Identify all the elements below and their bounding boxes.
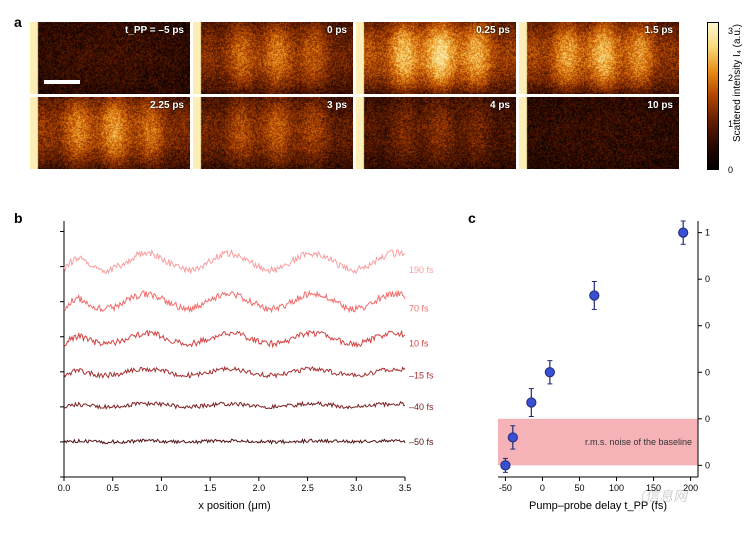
svg-text:50: 50 bbox=[574, 483, 584, 493]
svg-text:0.0: 0.0 bbox=[705, 460, 710, 470]
tile-label: 2.25 ps bbox=[150, 100, 184, 111]
panel-a-tile: 3 ps bbox=[193, 97, 353, 169]
panel-a-tile: 4 ps bbox=[356, 97, 516, 169]
panel-b: 0.00.51.01.52.02.53.03.512345678x positi… bbox=[58, 215, 453, 515]
panel-label-a: a bbox=[14, 14, 22, 30]
svg-text:70 fs: 70 fs bbox=[409, 304, 429, 314]
svg-text:2.0: 2.0 bbox=[253, 483, 266, 493]
colorbar-tick: 2 bbox=[728, 73, 733, 83]
tile-label: t_PP = –5 ps bbox=[125, 25, 184, 36]
svg-text:0.5: 0.5 bbox=[106, 483, 119, 493]
figure-root: a b c t_PP = –5 ps 0 ps 0.25 ps 1.5 ps 2.25 … bbox=[0, 0, 747, 544]
panel-label-b: b bbox=[14, 210, 23, 226]
svg-text:0.4: 0.4 bbox=[705, 367, 710, 377]
colorbar-tick: 3 bbox=[728, 26, 733, 36]
svg-text:2.5: 2.5 bbox=[301, 483, 314, 493]
svg-text:x position (μm): x position (μm) bbox=[198, 500, 270, 512]
colorbar-label: Scattered intensity I₄ (a.u.) bbox=[732, 24, 743, 142]
svg-text:0.6: 0.6 bbox=[705, 321, 710, 331]
tile-label: 1.5 ps bbox=[645, 25, 673, 36]
panel-b-svg: 0.00.51.01.52.02.53.03.512345678x positi… bbox=[58, 215, 453, 515]
panel-a-tile: 10 ps bbox=[519, 97, 679, 169]
svg-text:3.5: 3.5 bbox=[399, 483, 412, 493]
svg-text:1.0: 1.0 bbox=[705, 228, 710, 238]
svg-text:0.0: 0.0 bbox=[58, 483, 70, 493]
svg-text:–15 fs: –15 fs bbox=[409, 370, 434, 380]
svg-text:190 fs: 190 fs bbox=[409, 265, 434, 275]
svg-text:10 fs: 10 fs bbox=[409, 339, 429, 349]
svg-text:1.0: 1.0 bbox=[155, 483, 168, 493]
colorbar-tick: 0 bbox=[728, 165, 733, 175]
panel-a-tile: 0 ps bbox=[193, 22, 353, 94]
panel-label-c: c bbox=[468, 210, 476, 226]
svg-text:–50 fs: –50 fs bbox=[409, 437, 434, 447]
panel-c-svg: r.m.s. noise of the baseline-50050100150… bbox=[490, 215, 710, 515]
panel-c: r.m.s. noise of the baseline-50050100150… bbox=[490, 215, 710, 515]
svg-text:0.2: 0.2 bbox=[705, 414, 710, 424]
scalebar bbox=[44, 80, 80, 84]
tile-label: 10 ps bbox=[647, 100, 673, 111]
svg-text:-50: -50 bbox=[499, 483, 512, 493]
tile-label: 3 ps bbox=[327, 100, 347, 111]
svg-text:3.0: 3.0 bbox=[350, 483, 363, 493]
panel-a-tile: t_PP = –5 ps bbox=[30, 22, 190, 94]
panel-a-tile: 0.25 ps bbox=[356, 22, 516, 94]
watermark-text: （信息网 bbox=[631, 486, 687, 506]
tile-label: 0.25 ps bbox=[476, 25, 510, 36]
svg-text:r.m.s. noise of the baseline: r.m.s. noise of the baseline bbox=[585, 437, 692, 447]
svg-text:100: 100 bbox=[609, 483, 624, 493]
tile-label: 0 ps bbox=[327, 25, 347, 36]
svg-text:0.8: 0.8 bbox=[705, 274, 710, 284]
colorbar bbox=[707, 22, 719, 170]
colorbar-tick: 1 bbox=[728, 119, 733, 129]
panel-a: t_PP = –5 ps 0 ps 0.25 ps 1.5 ps 2.25 ps 3 ps… bbox=[30, 22, 680, 172]
tile-label: 4 ps bbox=[490, 100, 510, 111]
panel-a-tile: 1.5 ps bbox=[519, 22, 679, 94]
panel-a-tile: 2.25 ps bbox=[30, 97, 190, 169]
svg-text:0: 0 bbox=[540, 483, 545, 493]
svg-text:1.5: 1.5 bbox=[204, 483, 217, 493]
svg-text:–40 fs: –40 fs bbox=[409, 402, 434, 412]
